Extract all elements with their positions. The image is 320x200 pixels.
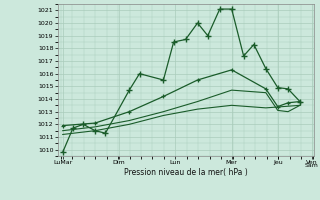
X-axis label: Pression niveau de la mer( hPa ): Pression niveau de la mer( hPa ) bbox=[124, 168, 247, 177]
Text: Sam: Sam bbox=[305, 163, 319, 168]
